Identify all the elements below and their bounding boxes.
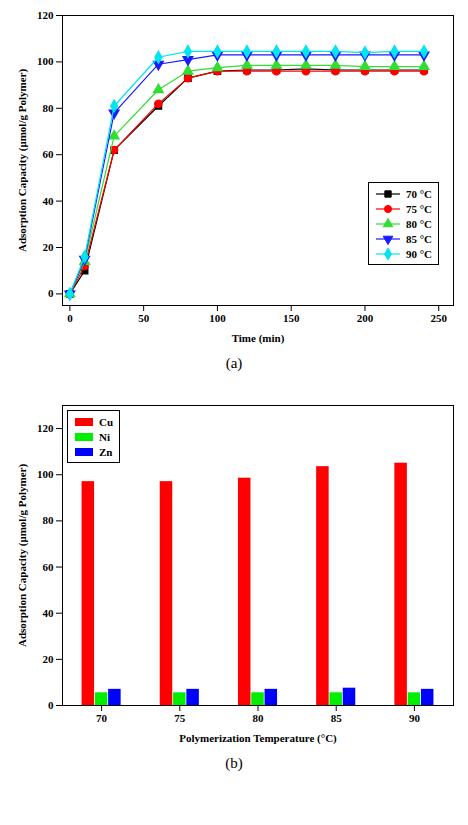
html-text:85 °C: 85 °C bbox=[405, 232, 432, 245]
html-text:70 °C: 70 °C bbox=[405, 187, 432, 200]
svg-text:Polymerization Temperature (°C: Polymerization Temperature (°C) bbox=[179, 732, 337, 745]
svg-text:Adsorption Capacity (μmol/g Po: Adsorption Capacity (μmol/g Polymer) bbox=[16, 464, 29, 647]
svg-text:75: 75 bbox=[174, 712, 186, 724]
svg-text:0: 0 bbox=[67, 312, 73, 324]
html-text:(a): (a) bbox=[225, 355, 243, 371]
svg-text:120: 120 bbox=[37, 9, 54, 21]
svg-text:50: 50 bbox=[138, 312, 150, 324]
html-text:Ni: Ni bbox=[99, 430, 110, 443]
svg-text:60: 60 bbox=[43, 148, 55, 160]
svg-text:Time (min): Time (min) bbox=[232, 332, 285, 345]
html-text:(b): (b) bbox=[225, 755, 243, 771]
html-text:Zn: Zn bbox=[99, 445, 113, 458]
svg-text:80: 80 bbox=[253, 712, 265, 724]
svg-text:0: 0 bbox=[48, 699, 54, 711]
html-text:75 °C: 75 °C bbox=[405, 202, 432, 215]
svg-text:20: 20 bbox=[43, 241, 55, 253]
svg-text:150: 150 bbox=[283, 312, 300, 324]
svg-text:20: 20 bbox=[43, 653, 55, 665]
svg-text:200: 200 bbox=[357, 312, 374, 324]
svg-text:70: 70 bbox=[96, 712, 108, 724]
html-text:Cu: Cu bbox=[99, 415, 114, 428]
svg-text:Adsorption Capacity (μmol/g Po: Adsorption Capacity (μmol/g Polymer) bbox=[16, 69, 29, 252]
html-text:80 °C: 80 °C bbox=[405, 217, 432, 230]
svg-text:40: 40 bbox=[43, 195, 55, 207]
svg-text:60: 60 bbox=[43, 561, 55, 573]
svg-text:85: 85 bbox=[331, 712, 343, 724]
svg-text:80: 80 bbox=[43, 102, 55, 114]
svg-text:40: 40 bbox=[43, 607, 55, 619]
svg-text:100: 100 bbox=[209, 312, 226, 324]
svg-text:80: 80 bbox=[43, 514, 55, 526]
html-text:90 °C: 90 °C bbox=[405, 247, 432, 260]
svg-text:100: 100 bbox=[37, 55, 54, 67]
svg-text:90: 90 bbox=[409, 712, 421, 724]
svg-text:250: 250 bbox=[430, 312, 447, 324]
svg-text:120: 120 bbox=[37, 422, 54, 434]
svg-text:100: 100 bbox=[37, 468, 54, 480]
svg-text:0: 0 bbox=[48, 287, 54, 299]
